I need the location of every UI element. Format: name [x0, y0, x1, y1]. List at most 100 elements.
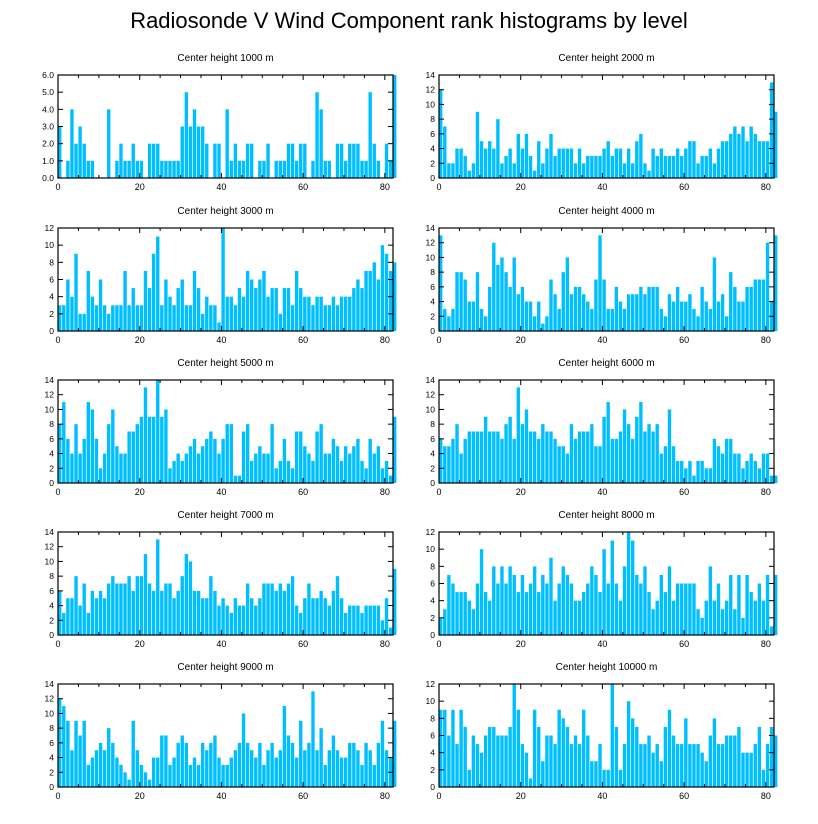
- x-tick-label: 80: [380, 791, 390, 801]
- bar: [139, 576, 144, 635]
- bar: [380, 245, 385, 331]
- bar: [590, 155, 594, 178]
- bar: [98, 468, 103, 483]
- bar: [209, 742, 213, 787]
- bar: [245, 583, 250, 635]
- x-tick-label: 20: [135, 487, 145, 497]
- bar: [733, 609, 737, 635]
- bar: [451, 438, 455, 483]
- bar: [58, 590, 62, 635]
- bar: [581, 592, 586, 635]
- y-tick-label: 0: [49, 782, 54, 792]
- bar: [724, 141, 729, 178]
- bar: [475, 111, 480, 178]
- bar: [532, 170, 537, 178]
- bar: [176, 742, 180, 787]
- bar: [651, 431, 655, 483]
- bar: [282, 438, 287, 483]
- bar: [643, 431, 647, 483]
- bar: [500, 163, 504, 178]
- bar: [757, 141, 762, 178]
- y-tick-label: 6: [430, 579, 435, 589]
- bar: [123, 583, 127, 635]
- bar: [266, 583, 270, 635]
- bar: [205, 143, 209, 178]
- bar: [688, 141, 692, 178]
- bar: [700, 617, 704, 635]
- bar: [282, 706, 287, 787]
- bar: [393, 720, 397, 787]
- bar: [90, 160, 95, 178]
- bar: [753, 744, 757, 787]
- bar: [561, 446, 565, 483]
- plot-frame: [438, 227, 775, 332]
- bar: [58, 126, 62, 178]
- x-tick-label: 40: [216, 182, 226, 192]
- x-tick-label: 0: [436, 335, 441, 345]
- y-tick-label: 8: [49, 723, 54, 733]
- bar: [492, 726, 496, 787]
- bar: [528, 583, 533, 635]
- bar: [364, 468, 368, 483]
- bar: [107, 424, 111, 483]
- bar: [680, 583, 684, 635]
- bar: [139, 416, 144, 483]
- bar: [307, 583, 311, 635]
- y-tick-label: 14: [45, 679, 55, 689]
- bar: [107, 313, 111, 331]
- bar: [586, 735, 590, 787]
- bar: [205, 438, 209, 483]
- bar: [94, 750, 99, 787]
- bar: [569, 583, 574, 635]
- bar: [659, 148, 663, 178]
- y-tick-label: 10: [426, 252, 436, 262]
- bar: [335, 143, 340, 178]
- bar: [119, 764, 123, 787]
- y-tick-label: 14: [426, 223, 436, 233]
- bar: [528, 431, 533, 483]
- bar: [586, 155, 590, 178]
- y-tick-label: 0: [430, 326, 435, 336]
- panel-title: Center height 7000 m: [177, 510, 273, 521]
- bar: [704, 301, 708, 331]
- bar: [561, 272, 565, 331]
- bar: [294, 605, 299, 635]
- panel-title: Center height 4000 m: [558, 206, 654, 217]
- bar: [741, 468, 745, 483]
- bar: [164, 160, 168, 178]
- bar: [94, 438, 99, 483]
- bar: [471, 735, 476, 787]
- bar: [618, 600, 623, 635]
- bar: [565, 574, 570, 635]
- bar: [729, 438, 733, 483]
- bar: [160, 416, 164, 483]
- y-tick-label: 8: [430, 713, 435, 723]
- bar: [631, 438, 635, 483]
- bar: [278, 750, 282, 787]
- bar: [90, 409, 95, 483]
- bar: [467, 170, 471, 178]
- bar: [765, 141, 770, 178]
- bar: [86, 160, 90, 178]
- bar: [74, 576, 78, 635]
- bar: [622, 744, 627, 787]
- bar: [631, 540, 635, 635]
- bar: [184, 554, 189, 635]
- bar: [82, 143, 86, 178]
- bar: [716, 301, 721, 331]
- bar: [541, 323, 545, 331]
- x-tick-label: 20: [516, 791, 526, 801]
- bar: [488, 431, 492, 483]
- bar: [577, 286, 582, 331]
- bar: [156, 236, 160, 331]
- bar: [274, 590, 278, 635]
- bar: [765, 453, 770, 483]
- x-tick-label: 20: [135, 182, 145, 192]
- bar: [684, 583, 688, 635]
- bar: [262, 270, 266, 331]
- y-tick-label: 4: [430, 144, 435, 154]
- bar: [368, 750, 372, 787]
- bar: [475, 431, 480, 483]
- bar: [294, 270, 299, 331]
- y-tick-label: 10: [45, 708, 55, 718]
